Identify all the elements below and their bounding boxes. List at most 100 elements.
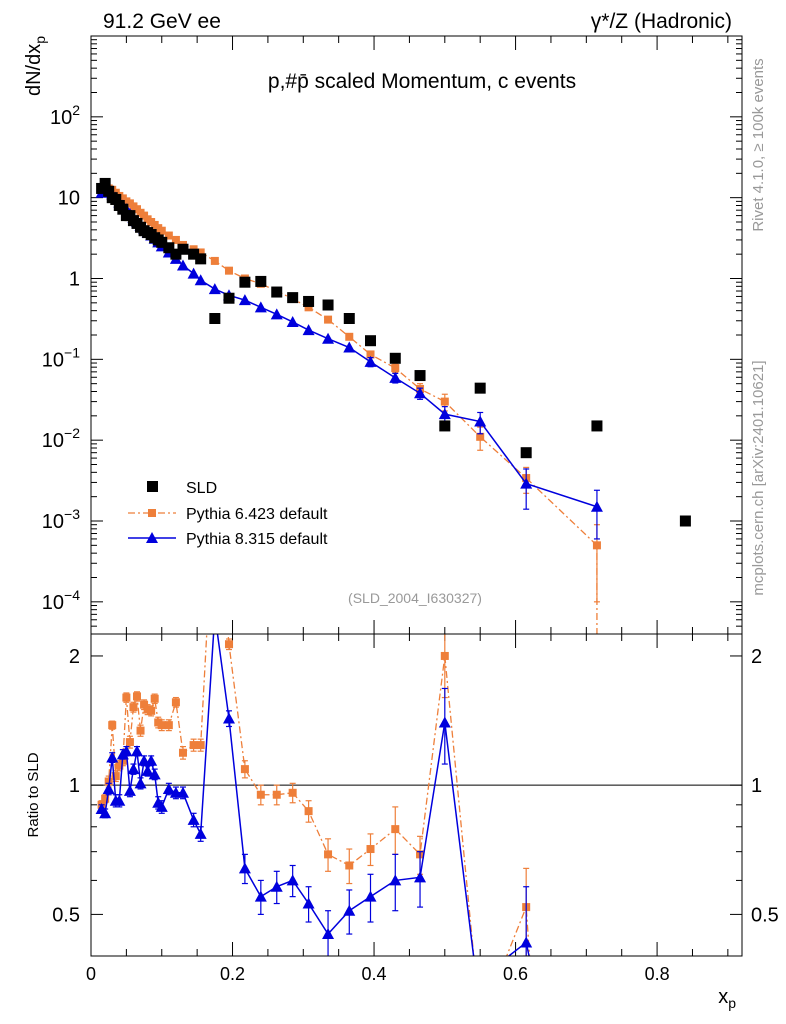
marker-py8: [254, 890, 267, 902]
data-point-sld: [520, 447, 532, 459]
marker-py6: [345, 861, 354, 870]
legend-label-py6: Pythia 6.423 default: [186, 506, 328, 523]
marker-py8: [270, 880, 283, 892]
marker-py6: [157, 721, 166, 730]
marker-py6: [164, 721, 173, 730]
marker-py8: [590, 500, 603, 512]
marker-py6: [224, 640, 233, 649]
data-point-sld: [287, 292, 299, 304]
marker-py8: [123, 784, 136, 796]
marker-py6: [391, 364, 400, 373]
marker-py6: [366, 350, 375, 359]
marker-py6: [140, 700, 149, 709]
marker-py8: [209, 608, 221, 619]
legend-marker-py8: [146, 532, 158, 543]
marker-py8: [162, 782, 175, 794]
data-point-sld: [271, 286, 283, 298]
marker-py6: [125, 738, 134, 747]
marker-py6: [304, 303, 313, 312]
data-point-sld: [188, 248, 200, 260]
y-axis-label-ratio: Ratio to SLD: [25, 752, 42, 837]
y-axis-label-main: dN/dxp: [23, 36, 48, 96]
marker-py8: [520, 936, 533, 948]
main-y-tick-label: 10−3: [42, 506, 80, 533]
marker-py6: [345, 332, 354, 341]
marker-py8: [176, 786, 189, 798]
marker-py8: [106, 751, 119, 763]
data-point-sld: [195, 253, 207, 265]
marker-py6: [101, 794, 110, 803]
marker-py8: [343, 904, 356, 916]
marker-py8: [389, 874, 402, 886]
data-point-sld: [255, 275, 267, 287]
marker-py6: [111, 772, 120, 781]
marker-py6: [476, 1018, 484, 1024]
x-tick-label: 0.2: [220, 964, 245, 984]
data-point-sld: [156, 236, 168, 248]
marker-py8: [238, 862, 251, 874]
marker-py6: [440, 397, 449, 406]
marker-py8: [222, 712, 235, 724]
x-tick-label: 0: [86, 964, 96, 984]
data-point-sld: [322, 299, 334, 311]
marker-py8: [414, 387, 427, 399]
x-tick-label: 0.4: [362, 964, 387, 984]
data-point-sld: [117, 203, 129, 215]
marker-py6: [136, 726, 145, 735]
marker-py8: [141, 764, 154, 776]
marker-py8: [102, 782, 115, 794]
data-point-sld: [679, 515, 691, 527]
marker-py8: [389, 371, 402, 383]
marker-py8: [322, 928, 335, 940]
marker-py8: [127, 763, 140, 775]
marker-py8: [286, 874, 299, 886]
marker-py8: [364, 890, 377, 902]
marker-py6: [171, 698, 180, 707]
marker-py8: [187, 267, 200, 279]
marker-py8: [194, 827, 207, 839]
marker-py6: [224, 266, 233, 275]
data-point-sld: [163, 242, 175, 254]
data-point-sld: [389, 352, 401, 364]
marker-py8: [527, 970, 539, 981]
legend-marker-py6: [148, 509, 156, 517]
marker-py8: [130, 745, 143, 757]
marker-py8: [414, 871, 427, 883]
marker-py6: [129, 703, 138, 712]
marker-py6: [304, 807, 313, 816]
marker-py6: [529, 1006, 537, 1014]
marker-py8: [438, 408, 451, 420]
main-y-tick-label: 10−2: [42, 425, 80, 452]
main-plot-axes: 10−4 10−3 10−2 10−1 1 10 102: [42, 36, 742, 635]
main-y-tick-label: 1: [69, 268, 80, 290]
marker-py6: [256, 790, 265, 799]
main-plot-title: p,#p̄ scaled Momentum, c events: [268, 70, 576, 93]
data-point-sld: [414, 370, 426, 382]
x-axis-label: xp: [718, 986, 736, 1011]
data-point-sld: [474, 382, 486, 394]
marker-py8: [438, 716, 451, 728]
legend-marker-sld: [147, 481, 158, 492]
marker-py8: [302, 324, 315, 336]
marker-py8: [99, 807, 112, 819]
marker-py6: [196, 248, 205, 257]
rivet-version-label: Rivet 4.1.0, ≥ 100k events: [750, 58, 767, 231]
legend-label-py8: Pythia 8.315 default: [186, 531, 328, 548]
marker-py6: [592, 541, 601, 550]
marker-py8: [302, 897, 315, 909]
data-point-sld: [591, 420, 603, 432]
marker-py8: [187, 813, 200, 825]
data-point-sld: [177, 243, 189, 255]
data-point-sld: [209, 313, 221, 325]
data-point-sld: [239, 276, 251, 288]
data-point-sld: [303, 295, 315, 307]
marker-py8: [145, 754, 158, 766]
marker-py8: [474, 415, 487, 427]
main-y-tick-label: 102: [50, 102, 80, 129]
marker-py8: [176, 259, 189, 271]
ratio-y-tick-label-left: 0.5: [52, 904, 80, 926]
data-point-sld: [223, 292, 235, 304]
marker-py6: [324, 315, 333, 324]
marker-py8: [343, 341, 356, 353]
